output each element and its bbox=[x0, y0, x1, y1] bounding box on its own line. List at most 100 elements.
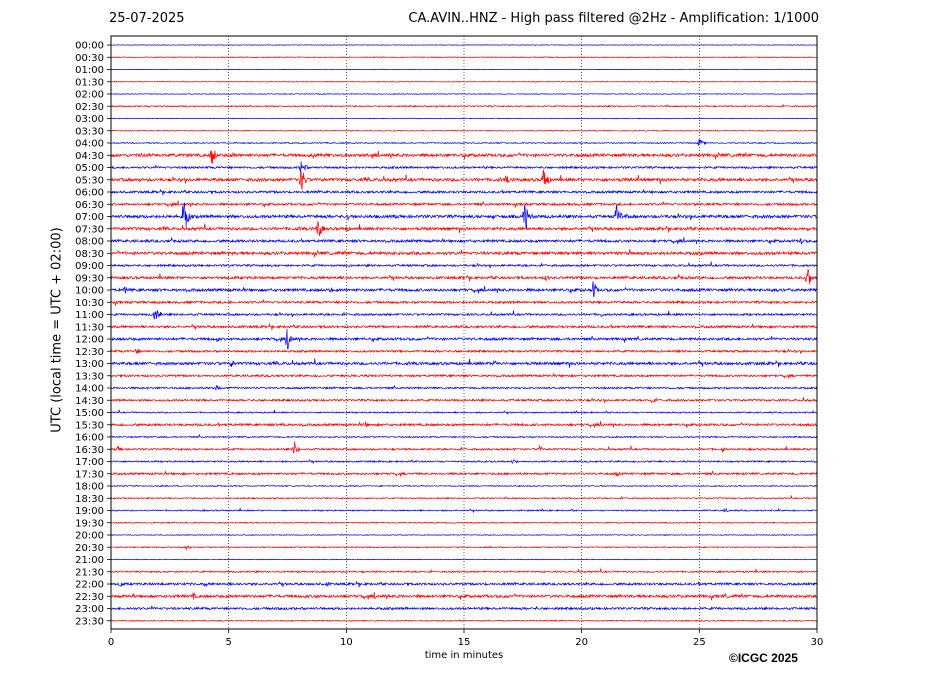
trace-row bbox=[110, 372, 818, 379]
trace-row bbox=[110, 605, 818, 611]
trace-row bbox=[111, 129, 818, 132]
y-tick-label: 23:30 bbox=[75, 616, 104, 627]
y-tick-label: 16:00 bbox=[75, 433, 104, 444]
y-tick-label: 18:30 bbox=[75, 494, 104, 505]
y-tick-label: 10:00 bbox=[75, 286, 104, 297]
y-tick-label: 13:00 bbox=[75, 359, 104, 370]
y-tick-label: 20:30 bbox=[75, 543, 104, 554]
trace-row bbox=[111, 409, 818, 415]
y-tick-label: 22:00 bbox=[75, 580, 104, 591]
chart-title: CA.AVIN..HNZ - High pass filtered @2Hz -… bbox=[408, 11, 819, 26]
trace-row bbox=[110, 200, 818, 208]
y-tick-label: 05:30 bbox=[75, 175, 104, 186]
trace-row bbox=[110, 310, 818, 320]
y-tick-label: 06:00 bbox=[75, 188, 104, 199]
y-tick-label: 02:00 bbox=[75, 90, 104, 101]
y-tick-label: 20:00 bbox=[75, 531, 104, 542]
y-tick-label: 12:30 bbox=[75, 347, 104, 358]
y-tick-label: 02:30 bbox=[75, 102, 104, 113]
y-tick-label: 22:30 bbox=[75, 592, 104, 603]
y-tick-label: 07:30 bbox=[75, 224, 104, 235]
trace-row bbox=[110, 348, 818, 354]
y-tick-label: 05:00 bbox=[75, 163, 104, 174]
trace-row bbox=[110, 568, 818, 574]
y-tick-label: 04:30 bbox=[75, 151, 104, 162]
y-tick-label: 00:00 bbox=[75, 41, 104, 52]
y-tick-label: 08:30 bbox=[75, 249, 104, 260]
trace-row bbox=[110, 507, 818, 513]
trace-row bbox=[110, 103, 818, 108]
trace-row bbox=[110, 397, 818, 404]
y-tick-label: 15:30 bbox=[75, 420, 104, 431]
y-tick-label: 07:00 bbox=[75, 212, 104, 223]
trace-row bbox=[110, 441, 818, 454]
y-tick-label: 17:00 bbox=[75, 457, 104, 468]
trace-row bbox=[110, 534, 818, 536]
y-tick-label: 14:30 bbox=[75, 396, 104, 407]
x-tick-label: 15 bbox=[458, 637, 471, 648]
trace-row bbox=[110, 470, 818, 477]
y-tick-label: 17:30 bbox=[75, 469, 104, 480]
trace-row bbox=[110, 328, 818, 350]
y-tick-label: 01:30 bbox=[75, 77, 104, 88]
x-tick-label: 20 bbox=[575, 637, 588, 648]
y-tick-label: 14:00 bbox=[75, 384, 104, 395]
x-tick-label: 10 bbox=[340, 637, 353, 648]
y-tick-label: 13:30 bbox=[75, 371, 104, 382]
copyright-label: ©ICGC 2025 bbox=[729, 651, 798, 665]
trace-row bbox=[110, 139, 818, 146]
y-tick-label: 03:00 bbox=[75, 114, 104, 125]
trace-row bbox=[110, 261, 818, 269]
y-tick-label: 09:00 bbox=[75, 261, 104, 272]
x-tick-label: 30 bbox=[811, 637, 824, 648]
y-tick-label: 19:30 bbox=[75, 518, 104, 529]
trace-row bbox=[110, 322, 818, 331]
y-tick-label: 21:30 bbox=[75, 567, 104, 578]
y-tick-label: 06:30 bbox=[75, 200, 104, 211]
y-tick-label: 19:00 bbox=[75, 506, 104, 517]
trace-row bbox=[110, 591, 818, 601]
trace-row bbox=[110, 495, 818, 500]
trace-row bbox=[110, 202, 818, 230]
y-tick-label: 16:30 bbox=[75, 445, 104, 456]
y-tick-label: 11:00 bbox=[75, 310, 104, 321]
y-tick-label: 23:00 bbox=[75, 604, 104, 615]
y-tick-label: 12:00 bbox=[75, 335, 104, 346]
trace-row bbox=[110, 484, 818, 488]
y-tick-label: 21:00 bbox=[75, 555, 104, 566]
trace-row bbox=[110, 117, 817, 120]
trace-row bbox=[110, 150, 818, 164]
y-tick-label: 08:00 bbox=[75, 237, 104, 248]
trace-row bbox=[110, 221, 818, 236]
trace-row bbox=[111, 545, 818, 551]
trace-row bbox=[110, 56, 818, 59]
trace-row bbox=[110, 421, 818, 429]
date-label: 25-07-2025 bbox=[109, 11, 185, 26]
y-tick-label: 15:00 bbox=[75, 408, 104, 419]
trace-row bbox=[110, 580, 818, 588]
y-tick-label: 11:30 bbox=[75, 322, 104, 333]
trace-row bbox=[111, 558, 818, 561]
y-tick-label: 09:30 bbox=[75, 273, 104, 284]
trace-row bbox=[110, 161, 818, 174]
y-axis-label: UTC (local time = UTC + 02:00) bbox=[49, 227, 65, 433]
trace-row bbox=[110, 249, 818, 258]
y-tick-label: 18:00 bbox=[75, 482, 104, 493]
y-tick-label: 03:30 bbox=[75, 126, 104, 137]
trace-row bbox=[110, 281, 818, 298]
trace-row bbox=[111, 385, 818, 392]
y-tick-label: 04:00 bbox=[75, 139, 104, 150]
seismic-traces bbox=[110, 44, 818, 622]
trace-row bbox=[110, 521, 818, 524]
y-tick-label: 01:00 bbox=[75, 65, 104, 76]
trace-row bbox=[110, 80, 818, 83]
trace-row bbox=[110, 433, 818, 439]
trace-row bbox=[110, 269, 818, 285]
x-tick-label: 0 bbox=[108, 637, 114, 648]
trace-row bbox=[110, 619, 818, 622]
x-tick-label: 5 bbox=[225, 637, 231, 648]
trace-row bbox=[110, 188, 818, 196]
trace-row bbox=[110, 458, 818, 464]
